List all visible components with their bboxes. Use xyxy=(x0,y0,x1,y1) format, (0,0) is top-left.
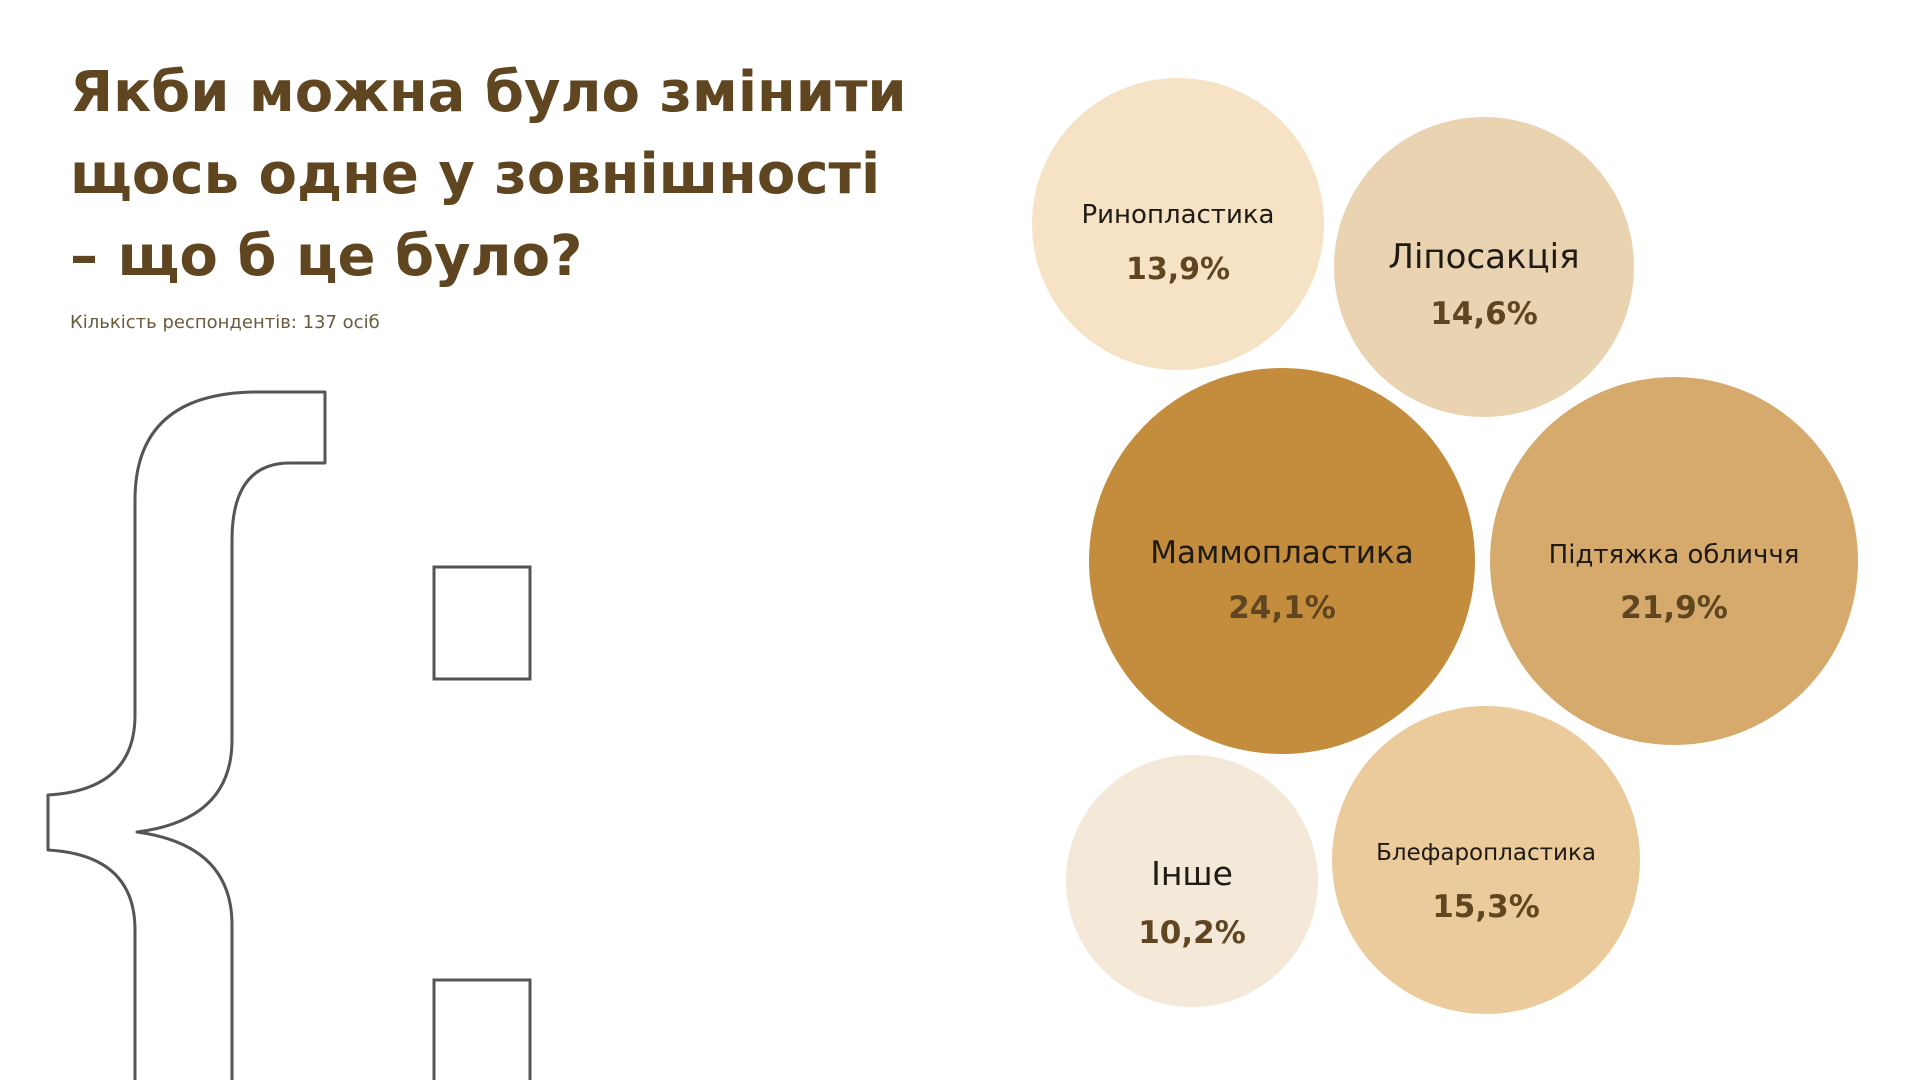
bubble-6: Блефаропластика 15,3% xyxy=(1332,706,1640,1014)
bubble-circle xyxy=(1032,78,1324,370)
bubble-value-label: 14,6% xyxy=(1430,296,1538,332)
respondent-count: Кількість респондентів: 137 осіб xyxy=(70,312,380,333)
bubble-label: Ліпосакція xyxy=(1388,237,1579,277)
bubble-value-label: 24,1% xyxy=(1228,590,1336,626)
bubble-value-label: 21,9% xyxy=(1620,590,1728,626)
bubble-label: Підтяжка обличчя xyxy=(1549,540,1800,570)
bubble-1: Ринопластика 13,9% xyxy=(1032,78,1324,370)
bubble-label: Ринопластика xyxy=(1081,200,1274,230)
bubble-label: Маммопластика xyxy=(1150,535,1414,571)
bubble-value-label: 10,2% xyxy=(1138,915,1246,951)
bubble-label: Інше xyxy=(1151,854,1233,893)
bubble-5: Інше 10,2% xyxy=(1066,755,1318,1007)
bubble-circle xyxy=(1332,706,1640,1014)
bubble-2: Ліпосакція 14,6% xyxy=(1334,117,1634,417)
slide-title: Якби можна було змінити щось одне у зовн… xyxy=(70,60,907,289)
bubble-circle xyxy=(1066,755,1318,1007)
bubble-label: Блефаропластика xyxy=(1376,840,1596,866)
bubble-circle xyxy=(1490,377,1858,745)
bubble-4: Підтяжка обличчя 21,9% xyxy=(1490,377,1858,745)
bubble-3: Маммопластика 24,1% xyxy=(1089,368,1475,754)
bubble-value-label: 13,9% xyxy=(1126,252,1230,287)
bubble-value-label: 15,3% xyxy=(1432,889,1540,925)
bubble-circle xyxy=(1334,117,1634,417)
brace-outline-shape xyxy=(46,390,327,1080)
decorative-brace-outline xyxy=(46,390,532,1080)
outline-square-lower xyxy=(432,978,532,1080)
bubble-circle xyxy=(1089,368,1475,754)
outline-square-upper xyxy=(432,565,532,681)
